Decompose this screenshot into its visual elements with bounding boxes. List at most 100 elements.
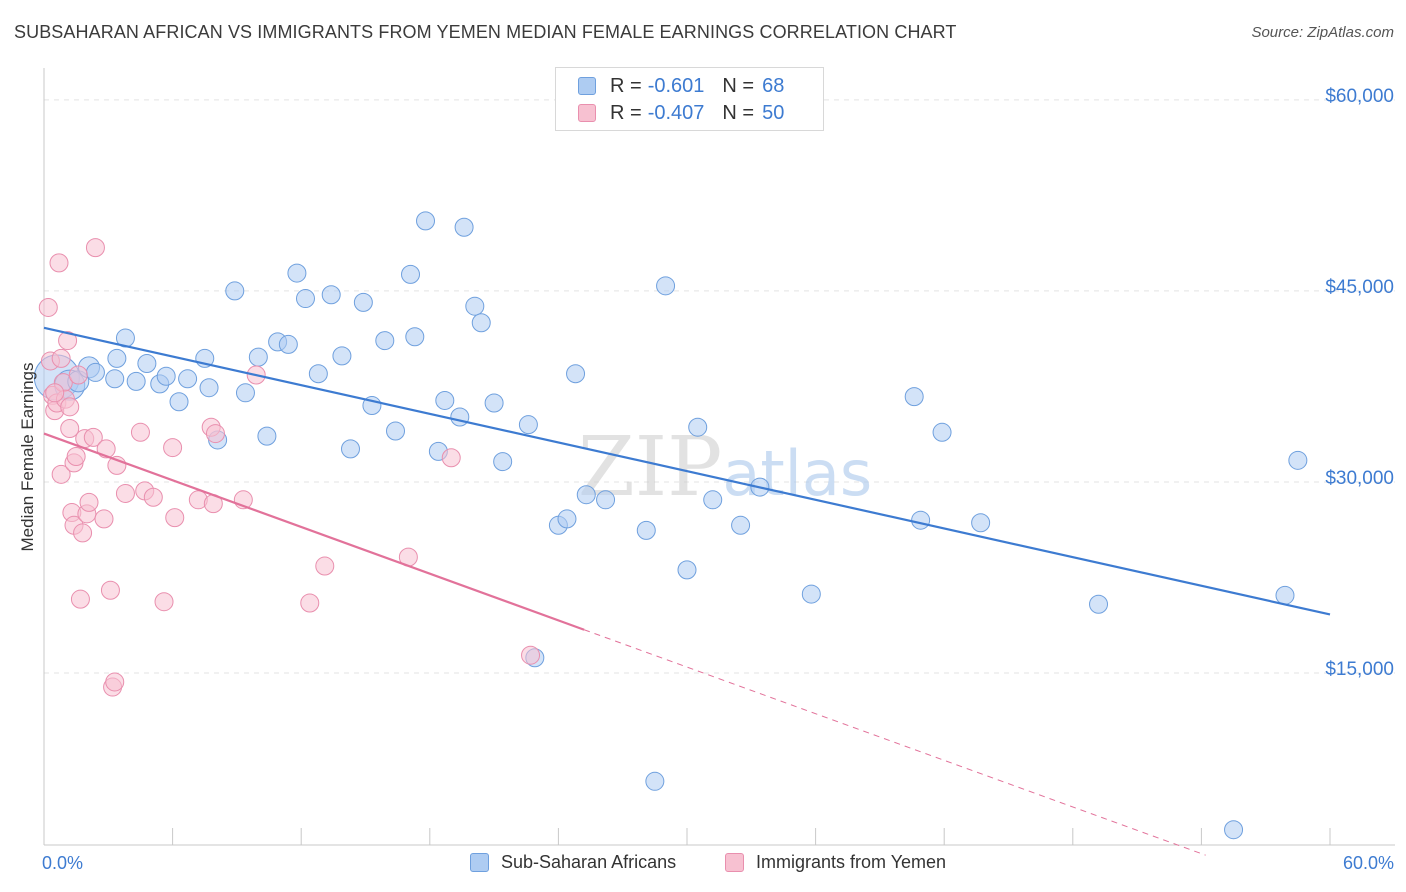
subsaharan-point bbox=[688, 417, 708, 437]
legend-swatch-pink bbox=[725, 853, 744, 872]
subsaharan-point bbox=[401, 264, 421, 284]
yemen-trendline-extension bbox=[583, 629, 1206, 856]
subsaharan-point bbox=[340, 439, 360, 459]
y-tick-label: $30,000 bbox=[1325, 468, 1394, 489]
subsaharan-point bbox=[235, 383, 255, 403]
subsaharan-point bbox=[156, 366, 176, 386]
subsaharan-point bbox=[801, 584, 821, 604]
subsaharan-point bbox=[295, 289, 315, 309]
subsaharan-point bbox=[596, 490, 616, 510]
yemen-point bbox=[115, 483, 135, 503]
yemen-point bbox=[83, 427, 103, 447]
legend-n-value: 68 bbox=[762, 74, 785, 97]
yemen-point bbox=[60, 418, 80, 438]
subsaharan-point bbox=[904, 387, 924, 407]
yemen-point bbox=[205, 424, 225, 444]
yemen-point bbox=[100, 580, 120, 600]
subsaharan-point bbox=[911, 510, 931, 530]
legend-swatch-pink bbox=[578, 104, 596, 122]
legend-item-yemen[interactable]: Immigrants from Yemen bbox=[725, 852, 946, 873]
legend-r-label: R = bbox=[610, 74, 642, 97]
yemen-point bbox=[79, 492, 99, 512]
legend-item-subsaharan[interactable]: Sub-Saharan Africans bbox=[470, 852, 676, 873]
subsaharan-point bbox=[465, 296, 485, 316]
x-tick-label-max: 60.0% bbox=[1342, 853, 1394, 873]
yemen-point bbox=[45, 383, 65, 403]
yemen-point bbox=[70, 589, 90, 609]
subsaharan-point bbox=[454, 217, 474, 237]
subsaharan-point bbox=[416, 211, 436, 231]
yemen-point bbox=[58, 331, 78, 351]
subsaharan-point bbox=[656, 276, 676, 296]
yemen-point bbox=[51, 464, 71, 484]
subsaharan-point bbox=[471, 313, 491, 333]
subsaharan-point bbox=[557, 509, 577, 529]
subsaharan-point bbox=[731, 515, 751, 535]
yemen-point bbox=[105, 672, 125, 692]
yemen-point bbox=[165, 508, 185, 528]
subsaharan-point bbox=[1089, 594, 1109, 614]
subsaharan-point bbox=[1288, 450, 1308, 470]
yemen-point bbox=[68, 365, 88, 385]
subsaharan-point bbox=[257, 426, 277, 446]
yemen-point bbox=[51, 348, 71, 368]
subsaharan-point bbox=[107, 348, 127, 368]
source-label: Source: ZipAtlas.com bbox=[1251, 24, 1394, 41]
subsaharan-point bbox=[435, 390, 455, 410]
subsaharan-point bbox=[677, 560, 697, 580]
yemen-point bbox=[163, 438, 183, 458]
legend-label: Immigrants from Yemen bbox=[756, 852, 947, 872]
subsaharan-point bbox=[566, 364, 586, 384]
yemen-point bbox=[521, 645, 541, 665]
subsaharan-point bbox=[703, 490, 723, 510]
yemen-point bbox=[49, 253, 69, 273]
subsaharan-point bbox=[405, 327, 425, 347]
yemen-point bbox=[441, 448, 461, 468]
legend-n-label: N = bbox=[722, 74, 755, 97]
legend-label: Sub-Saharan Africans bbox=[501, 852, 677, 872]
subsaharan-point bbox=[576, 485, 596, 505]
subsaharan-point bbox=[971, 513, 991, 533]
legend-swatch-blue bbox=[578, 77, 596, 95]
yemen-point bbox=[130, 422, 150, 442]
subsaharan-point bbox=[484, 393, 504, 413]
subsaharan-point bbox=[645, 771, 665, 791]
subsaharan-point bbox=[1275, 585, 1295, 605]
subsaharan-point bbox=[332, 346, 352, 366]
legend-row-subsaharan: R = -0.601 N = 68 bbox=[578, 73, 784, 99]
subsaharan-point bbox=[308, 364, 328, 384]
subsaharan-point bbox=[137, 354, 157, 374]
yemen-point bbox=[60, 397, 80, 417]
subsaharan-point bbox=[178, 369, 198, 389]
legend-r-value: -0.407 bbox=[647, 101, 705, 124]
yemen-point bbox=[38, 297, 58, 317]
subsaharan-point bbox=[493, 452, 513, 472]
yemen-point bbox=[94, 509, 114, 529]
subsaharan-point bbox=[375, 331, 395, 351]
subsaharan-point bbox=[287, 263, 307, 283]
legend-r-value: -0.601 bbox=[647, 74, 705, 97]
subsaharan-point bbox=[248, 347, 268, 367]
subsaharan-point bbox=[636, 520, 656, 540]
legend-row-yemen: R = -0.407 N = 50 bbox=[578, 100, 784, 126]
legend-n-label: N = bbox=[722, 101, 755, 124]
yemen-point bbox=[66, 447, 86, 466]
subsaharan-point bbox=[126, 371, 146, 391]
yemen-point bbox=[315, 556, 335, 576]
x-tick-label-min: 0.0% bbox=[42, 853, 84, 873]
legend-n-value: 50 bbox=[762, 101, 785, 124]
watermark: ZIPatlas bbox=[578, 420, 872, 515]
subsaharan-point bbox=[932, 422, 952, 442]
y-axis-label: Median Female Earnings bbox=[18, 362, 37, 552]
subsaharan-point bbox=[225, 281, 245, 301]
subsaharan-point bbox=[169, 392, 189, 412]
yemen-trendline bbox=[43, 432, 585, 631]
subsaharan-trendline bbox=[43, 326, 1331, 616]
subsaharan-point bbox=[85, 362, 105, 382]
yemen-point bbox=[85, 238, 105, 258]
yemen-point bbox=[143, 487, 163, 507]
yemen-point bbox=[300, 593, 320, 613]
subsaharan-point bbox=[518, 415, 538, 435]
y-tick-label: $45,000 bbox=[1325, 277, 1394, 298]
